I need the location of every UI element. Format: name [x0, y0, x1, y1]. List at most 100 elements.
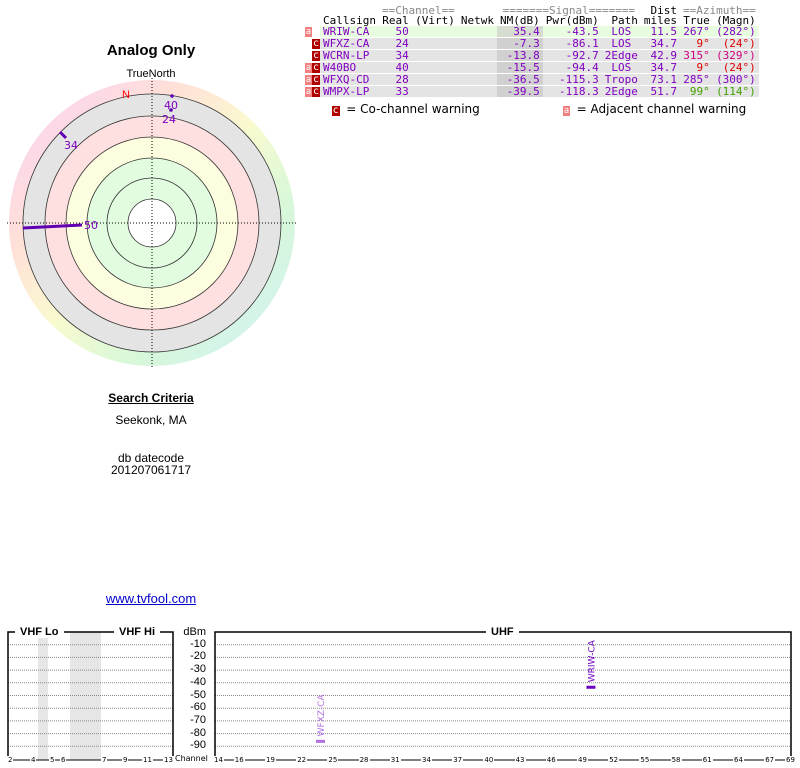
cell-netwk: [457, 49, 497, 62]
col-miles: miles: [643, 14, 677, 27]
cell-magn: (24°): [712, 37, 759, 50]
cell-nm: -36.5: [496, 73, 543, 86]
tvfool-link[interactable]: www.tvfool.com: [105, 591, 197, 606]
cell-path: 2Edge: [601, 49, 641, 62]
cell-pwr: -43.5: [542, 26, 602, 38]
polar-title: Analog Only: [106, 42, 196, 59]
signal-group-header: =======Signal=======: [502, 4, 636, 17]
x-tick-label: 40: [483, 756, 495, 764]
cell-real: 50: [378, 26, 412, 38]
cell-pwr: -118.3: [542, 85, 602, 98]
cell-magn: (329°): [712, 49, 759, 62]
x-tick-label: 64: [733, 756, 744, 764]
cell-miles: 34.7: [640, 37, 680, 50]
cell-true: 99°: [679, 85, 713, 98]
warning-flags: c: [305, 49, 320, 62]
band-vhf-hi: VHF Hi: [114, 626, 161, 638]
cell-nm: -13.8: [496, 49, 543, 62]
co-channel-warning-icon: c: [312, 74, 320, 85]
cell-true: 9°: [679, 37, 713, 50]
x-tick-label: 22: [296, 756, 308, 764]
x-tick-label: 49: [577, 756, 588, 764]
station-table: ==Channel== =======Signal======= Dist ==…: [305, 4, 759, 117]
datecode-label: db datecode: [117, 451, 185, 465]
cell-magn: (24°): [712, 61, 759, 74]
col-real: Real: [382, 14, 409, 27]
azimuth-polar-plot: N 50 40 24 34: [7, 78, 297, 368]
table-row: c WFXZ-CA 24 -7.3 -86.1 LOS 34.7 9° (24°): [305, 37, 759, 50]
cell-pwr: -92.7: [542, 49, 602, 62]
col-pwr: Pwr(dBm): [545, 14, 599, 27]
cell-path: LOS: [601, 26, 641, 38]
col-magn: (Magn): [716, 14, 756, 27]
x-tick-label: 16: [233, 756, 245, 764]
cell-virt: [411, 37, 458, 50]
cell-path: Tropo: [601, 73, 641, 86]
col-callsign: Callsign: [323, 14, 376, 27]
svg-text:50: 50: [84, 219, 98, 232]
true-north-label: TrueNorth: [126, 68, 176, 80]
x-tick-label: 43: [514, 756, 526, 764]
svg-text:40: 40: [164, 99, 178, 112]
cell-real: 34: [378, 49, 412, 62]
table-row: c WCRN-LP 34 -13.8 -92.7 2Edge 42.9 315° (329°): [305, 49, 759, 62]
spectrum-chart: WRIW-CA WFXZ-CA: [7, 631, 792, 761]
cell-virt: [411, 26, 458, 38]
x-tick-label: 67: [764, 756, 776, 764]
y-tick-label: -70: [190, 713, 206, 726]
x-tick-label: 52: [608, 756, 620, 764]
adjacent-warning-icon: a: [305, 27, 312, 37]
svg-text:34: 34: [64, 139, 78, 152]
y-tick-label: -50: [190, 688, 206, 701]
signal-label: WFXZ-CA: [317, 694, 327, 737]
cell-true: 315°: [679, 49, 713, 62]
cell-true: 285°: [679, 73, 713, 86]
cell-nm: -39.5: [496, 85, 543, 98]
y-tick-label: -20: [190, 650, 206, 663]
table-row: a c WMPX-LP 33 -39.5 -118.3 2Edge 51.7 99° (114°): [305, 85, 759, 98]
cell-nm: -7.3: [496, 37, 543, 50]
co-channel-warning-icon: c: [312, 38, 320, 49]
col-virt: (Virt): [415, 14, 455, 27]
cell-virt: [411, 85, 458, 98]
x-tick-label: 5: [49, 756, 56, 764]
cell-true: 9°: [679, 61, 713, 74]
y-tick-label: -30: [190, 663, 206, 676]
table-row: a c WFXQ-CD 28 -36.5 -115.3 Tropo 73.1 285° (300°…: [305, 73, 759, 86]
cell-miles: 73.1: [640, 73, 680, 86]
cell-virt: [411, 61, 458, 74]
y-tick-label: -80: [190, 726, 206, 739]
x-tick-label: 55: [639, 756, 651, 764]
cell-pwr: -115.3: [542, 73, 602, 86]
cell-virt: [411, 73, 458, 86]
marker-ch40: 40: [164, 94, 178, 112]
azimuth-group-header: ==Azimuth==: [682, 4, 756, 17]
cell-netwk: [457, 26, 497, 38]
signal-label: WRIW-CA: [587, 639, 597, 682]
cell-path: LOS: [601, 61, 641, 74]
cell-path: 2Edge: [601, 85, 641, 98]
cell-real: 33: [378, 85, 412, 98]
cell-real: 40: [378, 61, 412, 74]
y-axis-label: dBm: [183, 626, 206, 638]
cell-callsign: WFXZ-CA: [320, 37, 379, 50]
warning-flags: a: [305, 26, 320, 38]
adjacent-warning-icon: a: [305, 75, 312, 85]
x-tick-label: 2: [7, 756, 14, 764]
cell-magn: (300°): [712, 73, 759, 86]
marker-ch24: 24: [162, 108, 176, 126]
table-row: a WRIW-CA 50 35.4 -43.5 LOS 11.5 267° (282°): [305, 26, 759, 38]
channel-group-header: ==Channel==: [381, 4, 455, 17]
col-nm: NM(dB): [499, 14, 540, 27]
cell-magn: (114°): [712, 85, 759, 98]
svg-text:24: 24: [162, 113, 176, 126]
cell-netwk: [457, 61, 497, 74]
band-vhf-lo: VHF Lo: [15, 626, 64, 638]
co-channel-warning-icon: c: [312, 86, 320, 97]
cell-miles: 11.5: [640, 26, 680, 38]
warning-flags: c: [305, 37, 320, 50]
co-channel-icon: c: [331, 105, 340, 116]
cell-magn: (282°): [712, 26, 759, 38]
band-uhf: UHF: [486, 626, 519, 638]
cell-nm: 35.4: [496, 26, 543, 38]
